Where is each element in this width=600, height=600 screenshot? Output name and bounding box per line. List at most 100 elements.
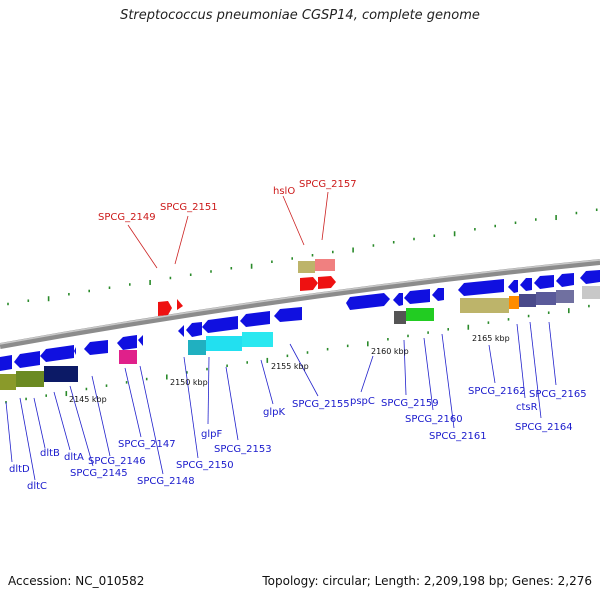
feature-bar xyxy=(536,292,556,305)
gene-arrow xyxy=(404,289,430,304)
feature-bar xyxy=(206,336,242,351)
gene-label: SPCG_2149 xyxy=(98,212,156,223)
gene-label: SPCG_2165 xyxy=(529,389,587,400)
leader-line xyxy=(124,367,142,438)
gene-arrow xyxy=(158,301,172,316)
gene-arrow xyxy=(240,311,270,327)
gene-label: glpF xyxy=(201,429,222,440)
forward-gene-labels: SPCG_2149 SPCG_2151 hslO SPCG_2157 xyxy=(98,179,357,223)
feature-bar xyxy=(509,296,519,309)
gene-arrow xyxy=(318,276,336,289)
gene-arrow xyxy=(458,279,504,296)
gene-label: dltC xyxy=(27,481,47,492)
gene-arrows xyxy=(0,270,600,371)
gene-label: SPCG_2162 xyxy=(468,386,526,397)
feature-bar xyxy=(188,340,206,355)
feature-bar xyxy=(460,298,509,313)
genome-stats-label: Topology: circular; Length: 2,209,198 bp… xyxy=(262,574,592,588)
gene-arrow xyxy=(202,316,238,333)
gene-label: dltD xyxy=(9,464,30,475)
leader-line xyxy=(139,365,164,475)
feature-bar xyxy=(519,294,536,307)
leader-line xyxy=(321,191,329,241)
gene-label: hslO xyxy=(273,186,295,197)
gene-arrow xyxy=(74,347,76,355)
feature-bar xyxy=(0,374,16,390)
leader-line xyxy=(516,323,526,399)
leader-line xyxy=(174,215,189,265)
leader-line xyxy=(225,366,239,441)
leader-line xyxy=(53,391,71,451)
genome-backbone xyxy=(0,259,600,349)
leader-line xyxy=(91,375,111,457)
feature-bar xyxy=(315,259,335,271)
scale-label: 2145 kbp xyxy=(69,395,107,404)
leader-line xyxy=(207,356,210,425)
genome-title: Streptococcus pneumoniae CGSP14, complet… xyxy=(120,8,480,23)
leader-line xyxy=(260,359,274,405)
leader-line xyxy=(548,321,557,386)
feature-bar xyxy=(394,311,406,324)
leader-line xyxy=(183,356,199,459)
gene-arrow xyxy=(520,278,532,291)
gene-arrow xyxy=(177,299,183,310)
gene-label: SPCG_2145 xyxy=(70,468,128,479)
leader-line xyxy=(529,321,542,419)
feature-bar xyxy=(16,371,44,387)
feature-bar xyxy=(44,366,78,382)
leader-line xyxy=(289,343,319,397)
leader-line xyxy=(33,397,46,449)
leader-line xyxy=(19,397,36,481)
gene-label: SPCG_2148 xyxy=(137,476,195,487)
leader-line xyxy=(441,333,455,429)
gene-arrow xyxy=(393,293,403,306)
gene-label: SPCG_2146 xyxy=(88,456,146,467)
gene-label: SPCG_2160 xyxy=(405,414,463,425)
red-leader-lines xyxy=(127,191,329,269)
scale-labels: 2145 kbp 2150 kbp 2155 kbp 2160 kbp 2165… xyxy=(69,334,510,404)
gene-arrow xyxy=(508,280,518,293)
gene-label: SPCG_2147 xyxy=(118,439,176,450)
gene-arrow xyxy=(300,277,318,291)
gene-arrow xyxy=(14,351,40,368)
feature-bar xyxy=(556,290,574,303)
scale-label: 2150 kbp xyxy=(170,378,208,387)
gene-arrow xyxy=(138,335,143,346)
gene-arrow xyxy=(534,275,554,289)
leader-line xyxy=(403,339,407,396)
gene-label: SPCG_2155 xyxy=(292,399,350,410)
leader-line xyxy=(282,195,305,246)
leader-line xyxy=(127,224,158,269)
feature-bar xyxy=(406,308,434,321)
reverse-gene-labels: dltD dltC dltB dltA SPCG_2145 SPCG_2146 … xyxy=(9,386,587,492)
leader-line xyxy=(69,385,94,467)
gene-arrow xyxy=(40,345,74,362)
genome-backbone-highlight xyxy=(0,259,600,345)
gene-arrow xyxy=(186,322,202,337)
blue-leader-lines xyxy=(5,321,557,481)
gene-arrow xyxy=(580,270,600,284)
leader-line xyxy=(488,344,496,384)
gene-label: SPCG_2157 xyxy=(299,179,357,190)
feature-bar xyxy=(119,350,137,364)
scale-label: 2165 kbp xyxy=(472,334,510,343)
gene-label: SPCG_2164 xyxy=(515,422,573,433)
gene-arrow xyxy=(432,288,444,301)
gene-label: SPCG_2153 xyxy=(214,444,272,455)
accession-label: Accession: NC_010582 xyxy=(8,574,145,588)
scale-label: 2160 kbp xyxy=(371,347,409,356)
gene-label: dltB xyxy=(40,448,60,459)
gene-label: SPCG_2151 xyxy=(160,202,218,213)
feature-bars xyxy=(0,259,600,390)
gene-label: ctsR xyxy=(516,402,538,413)
gene-label: dltA xyxy=(64,452,84,463)
gene-label: SPCG_2159 xyxy=(381,398,439,409)
gene-arrow xyxy=(178,325,184,337)
gene-arrow xyxy=(117,335,137,350)
feature-bar xyxy=(298,261,315,273)
leader-line xyxy=(5,401,13,463)
gene-label: glpK xyxy=(263,407,285,418)
leader-line xyxy=(423,337,434,411)
feature-bar xyxy=(242,332,273,347)
scale-label: 2155 kbp xyxy=(271,362,309,371)
